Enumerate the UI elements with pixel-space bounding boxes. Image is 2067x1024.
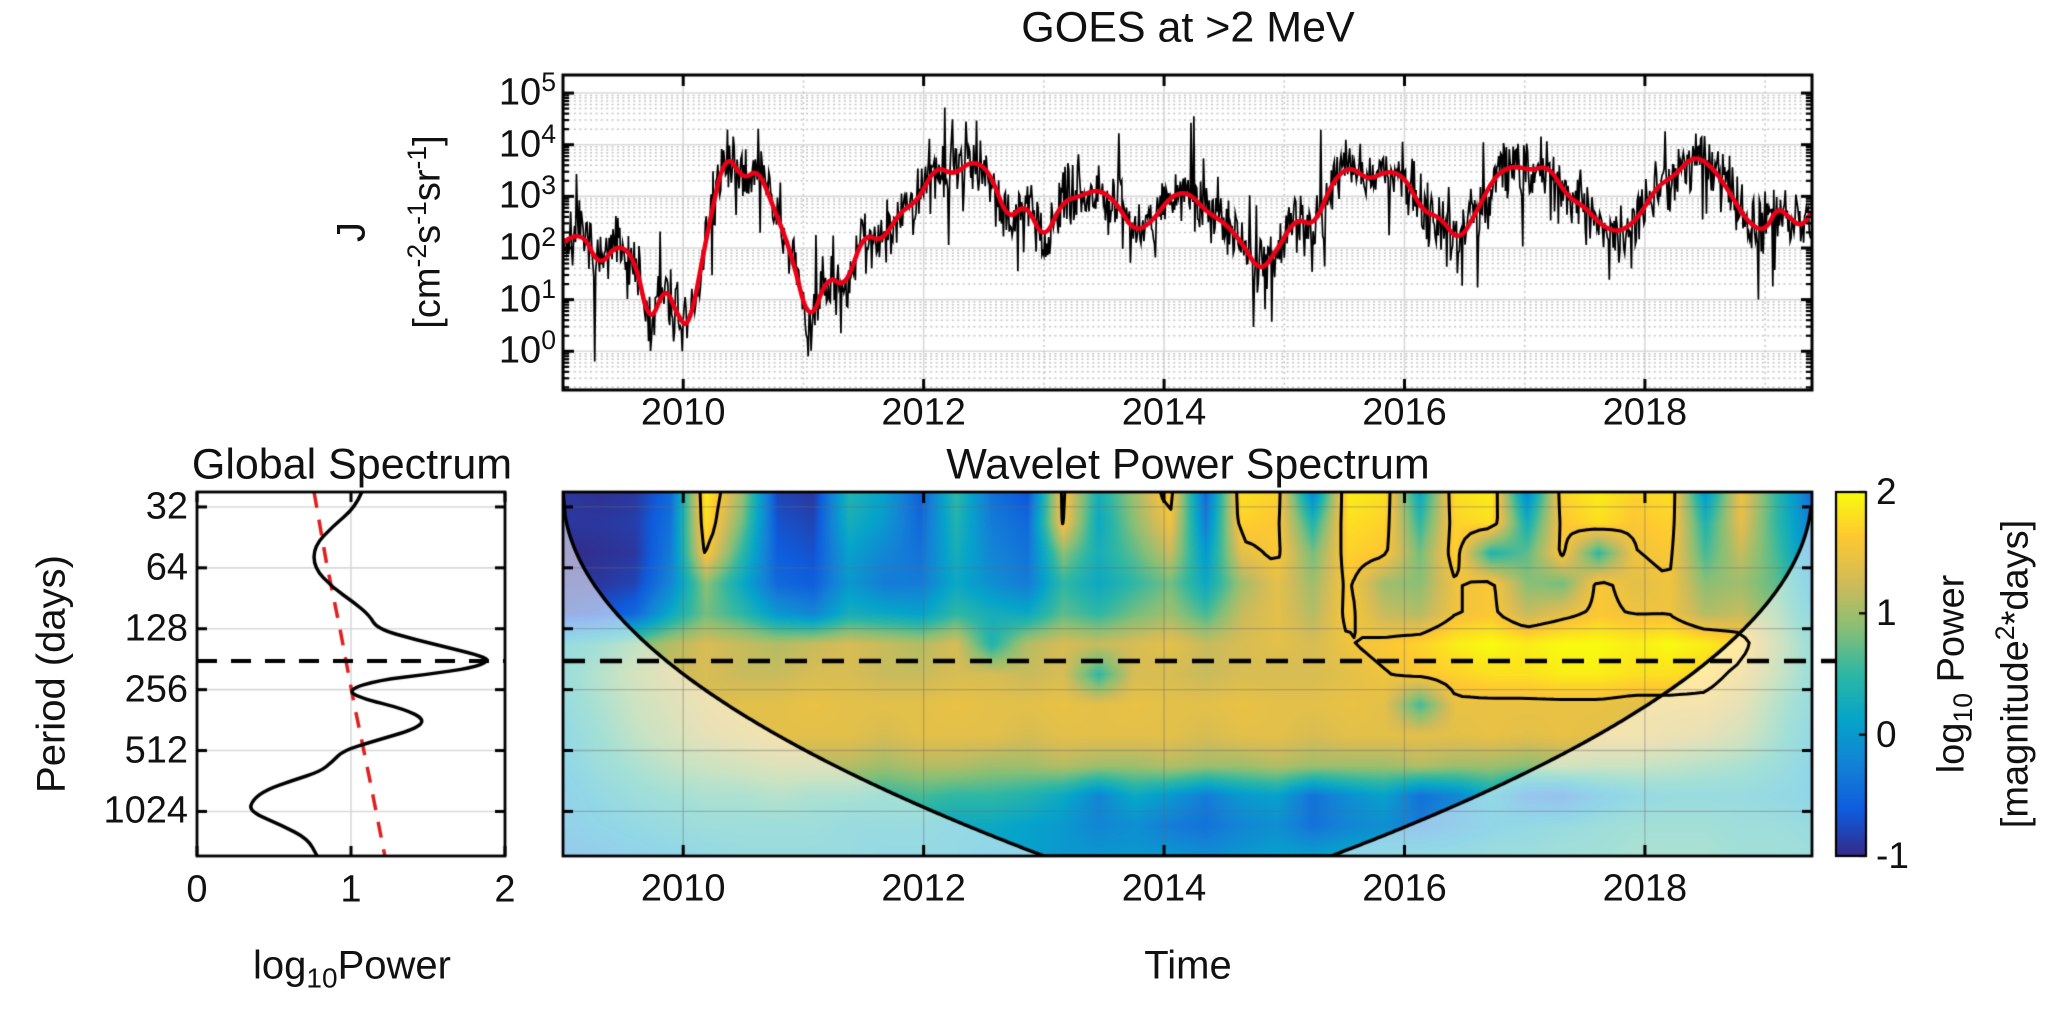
- colorbar-label-log10power: log10 Power: [1930, 574, 1979, 774]
- global-ytick-label: 64: [145, 546, 188, 589]
- top-ylabel-j: J: [329, 222, 374, 242]
- top-xtick-label: 2012: [881, 391, 966, 434]
- top-ytick-label: 102: [498, 221, 556, 269]
- global-xtick-label: 1: [340, 868, 362, 911]
- global-xtick-label: 2: [494, 868, 516, 911]
- top-ylabel-units: [cm-2s-1sr-1]: [401, 135, 449, 329]
- global-ytick-label: 1024: [103, 789, 188, 832]
- top-panel-title: GOES at >2 MeV: [1021, 3, 1355, 52]
- top-ytick-label: 103: [498, 170, 556, 217]
- colorbar-label-units: [magnitude2*days]: [1989, 519, 2037, 829]
- top-xtick-label: 2016: [1362, 391, 1447, 434]
- global-xlabel-log10power: log10Power: [253, 943, 451, 994]
- wavelet-xtick-label: 2014: [1121, 867, 1207, 910]
- global-ytick-label: 256: [124, 668, 188, 711]
- global-ytick-label: 32: [145, 485, 188, 528]
- top-ytick-label: 100: [498, 325, 556, 372]
- colorbar-tick-label: -1: [1876, 835, 1909, 876]
- global-ylabel-period: Period (days): [29, 555, 74, 793]
- top-xtick-label: 2014: [1121, 391, 1207, 434]
- wavelet-title: Wavelet Power Spectrum: [946, 440, 1430, 489]
- wavelet-xtick-label: 2012: [881, 867, 966, 910]
- top-ytick-label: 105: [498, 66, 556, 114]
- colorbar-tick-label: 2: [1876, 471, 1897, 512]
- wavelet-xlabel-time: Time: [1144, 943, 1232, 988]
- top-ytick-label: 104: [498, 118, 556, 166]
- global-spectrum-title: Global Spectrum: [191, 440, 513, 489]
- wavelet-xtick-label: 2016: [1362, 867, 1447, 910]
- global-xtick-label: 0: [186, 868, 208, 911]
- top-ytick-label: 101: [498, 273, 556, 321]
- colorbar-tick-label: 1: [1876, 592, 1897, 634]
- global-ytick-label: 512: [124, 729, 188, 772]
- top-xtick-label: 2010: [640, 391, 726, 434]
- global-ytick-label: 128: [124, 607, 188, 650]
- wavelet-xtick-label: 2010: [640, 867, 726, 910]
- wavelet-xtick-label: 2018: [1602, 867, 1688, 910]
- top-xtick-label: 2018: [1602, 391, 1688, 434]
- colorbar-tick-label: 0: [1876, 713, 1897, 755]
